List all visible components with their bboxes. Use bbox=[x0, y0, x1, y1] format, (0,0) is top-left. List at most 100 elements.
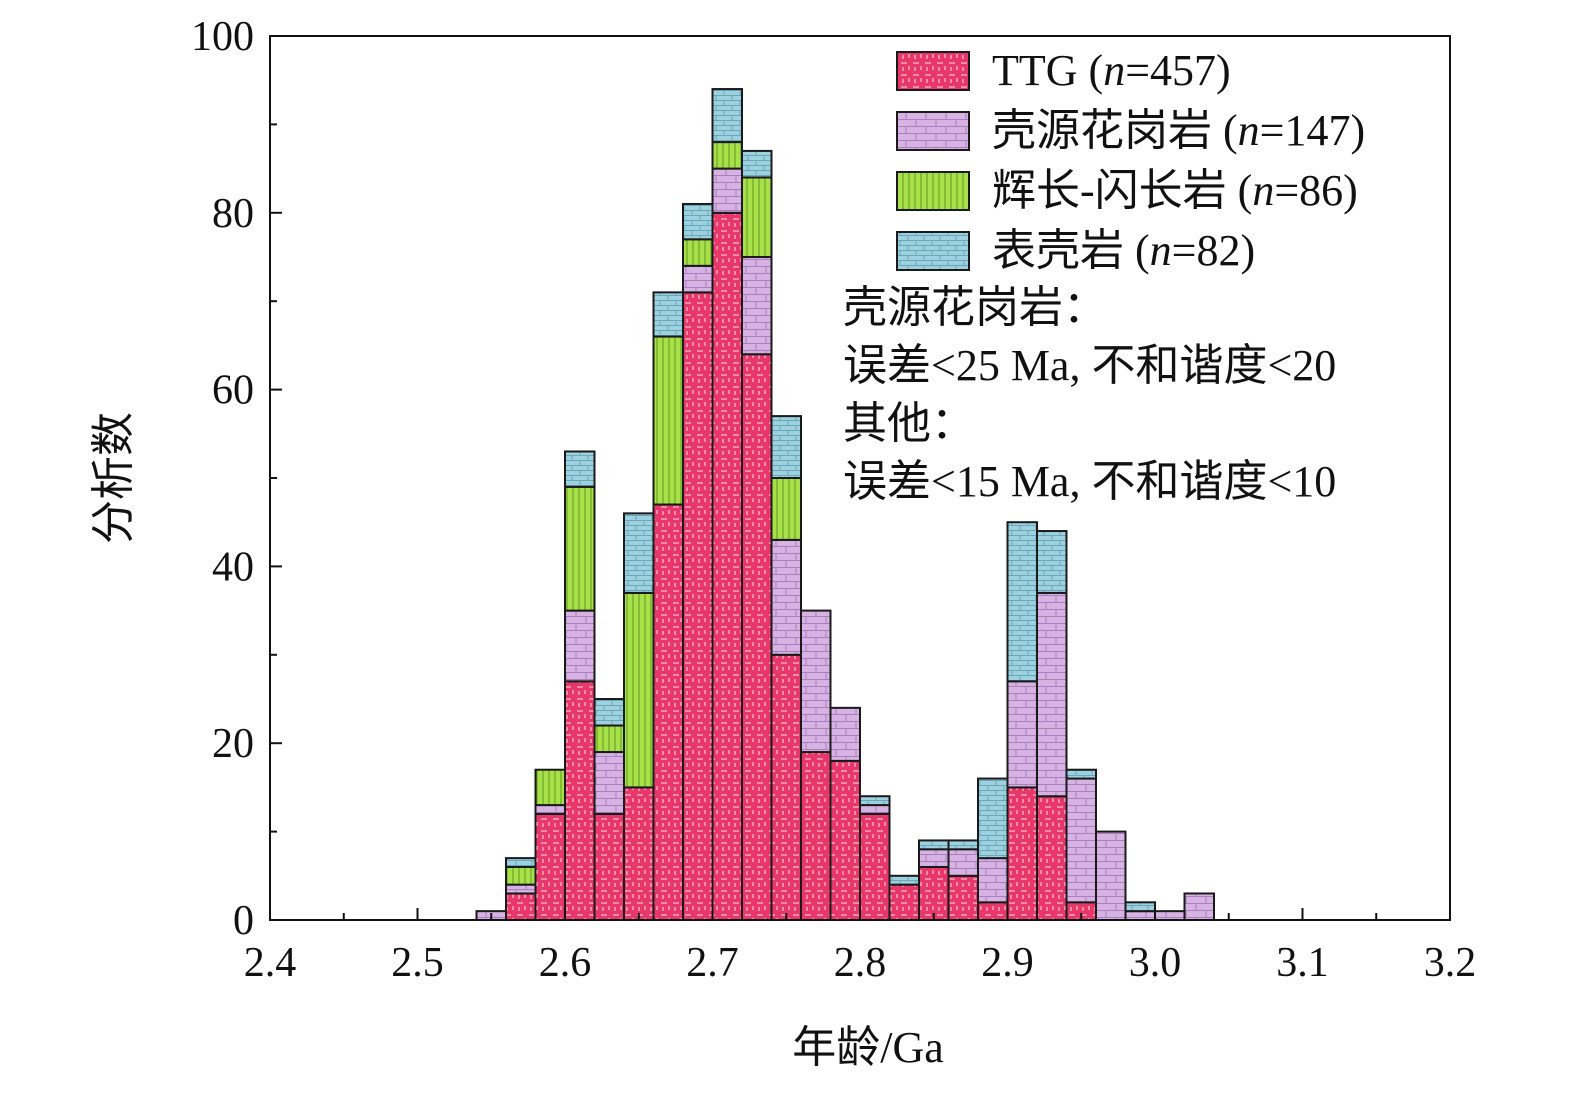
x-tick-label: 3.1 bbox=[1276, 940, 1329, 986]
bar-series3-bin13 bbox=[859, 795, 891, 807]
x-tick-label: 3.0 bbox=[1129, 940, 1182, 986]
bar-series0-bin4 bbox=[593, 812, 625, 921]
annotation-line-0: 壳源花岗岩： bbox=[843, 283, 1107, 332]
y-tick-label: 20 bbox=[212, 721, 254, 767]
bar-series1-bin17 bbox=[977, 857, 1009, 904]
bar-series2-bin7 bbox=[682, 238, 714, 267]
bar-series0-bin11 bbox=[800, 751, 832, 921]
bar-series0-bin6 bbox=[652, 503, 684, 921]
bar-series3-bin18 bbox=[1006, 521, 1038, 683]
bar-series3-bin20 bbox=[1065, 768, 1097, 780]
y-tick-label: 0 bbox=[233, 898, 254, 944]
bar-series0-bin10 bbox=[770, 653, 802, 921]
bar-series0-bin16 bbox=[947, 874, 979, 921]
bar-series3-bin9 bbox=[741, 149, 773, 179]
x-tick-label: 2.9 bbox=[981, 940, 1034, 986]
bar-series0-bin5 bbox=[623, 786, 655, 922]
bar-series0-bin15 bbox=[918, 865, 950, 922]
bar-series1-bin1 bbox=[505, 883, 537, 895]
x-axis: 2.4 2.5 2.6 2.7 2.8 2.9 3.0 3.1 3.2 bbox=[244, 908, 1477, 986]
bar-series1-bin18 bbox=[1006, 680, 1038, 789]
bar-series2-bin1 bbox=[505, 865, 537, 886]
bar-series1-bin9 bbox=[741, 256, 773, 356]
bar-series3-bin15 bbox=[918, 839, 950, 851]
annotation-block: 壳源花岗岩： 误差<25 Ma, 不和谐度<20 其他： 误差<15 Ma, 不和谐度… bbox=[843, 283, 1336, 506]
bar-series0-bin8 bbox=[711, 211, 743, 922]
bar-series0-bin9 bbox=[741, 353, 773, 921]
x-tick-label: 2.7 bbox=[686, 940, 739, 986]
bar-series0-bin13 bbox=[859, 812, 891, 921]
bar-series3-bin22 bbox=[1124, 901, 1156, 913]
bar-series3-bin16 bbox=[947, 839, 979, 851]
bar-series3-bin3 bbox=[564, 450, 596, 488]
bar-series1-bin20 bbox=[1065, 777, 1097, 904]
legend: TTG (n=457) 壳源花岗岩 (n=147) 辉长-闪长岩 (n=86) 表壳岩… bbox=[896, 46, 1365, 275]
bar-series1-bin21 bbox=[1095, 830, 1127, 921]
bar-series1-bin7 bbox=[682, 264, 714, 294]
legend-label-3: 表壳岩 (n=82) bbox=[992, 226, 1255, 275]
bar-series1-bin3 bbox=[564, 609, 596, 683]
bar-series0-bin12 bbox=[829, 759, 861, 921]
bar-series3-bin5 bbox=[623, 512, 655, 594]
bar-series2-bin6 bbox=[652, 335, 684, 506]
bar-series2-bin4 bbox=[593, 724, 625, 754]
annotation-line-1: 误差<25 Ma, 不和谐度<20 bbox=[843, 341, 1336, 390]
bar-series3-bin7 bbox=[682, 202, 714, 241]
bar-series3-bin1 bbox=[505, 857, 537, 868]
y-axis-label: 分析数 bbox=[89, 412, 138, 544]
y-tick-label: 40 bbox=[212, 544, 254, 590]
bar-series0-bin14 bbox=[888, 883, 920, 922]
bar-series3-bin14 bbox=[888, 874, 920, 886]
bar-series3-bin10 bbox=[770, 415, 802, 479]
bar-series3-bin6 bbox=[652, 291, 684, 338]
bar-series1-bin19 bbox=[1036, 591, 1068, 798]
annotation-line-2: 其他： bbox=[843, 399, 975, 448]
bar-series1-bin10 bbox=[770, 538, 802, 656]
bar-series2-bin5 bbox=[623, 591, 655, 789]
bar-series0-bin1 bbox=[505, 892, 537, 921]
bar-series0-bin18 bbox=[1006, 786, 1038, 922]
bar-series0-bin2 bbox=[534, 812, 566, 921]
annotation-line-3: 误差<15 Ma, 不和谐度<10 bbox=[843, 457, 1336, 506]
bar-series1-bin11 bbox=[800, 609, 832, 754]
x-tick-label: 2.6 bbox=[539, 940, 592, 986]
bar-series1-bin23 bbox=[1154, 910, 1186, 921]
legend-swatch-1 bbox=[896, 111, 970, 151]
bar-series1-bin24 bbox=[1183, 892, 1215, 921]
bar-series3-bin4 bbox=[593, 698, 625, 727]
bar-series1-bin4 bbox=[593, 751, 625, 815]
x-tick-label: 3.2 bbox=[1424, 940, 1477, 986]
bar-series0-bin3 bbox=[564, 680, 596, 921]
bar-layer bbox=[475, 88, 1215, 922]
bar-series2-bin3 bbox=[564, 485, 596, 612]
bar-series1-bin22 bbox=[1124, 910, 1156, 921]
x-axis-label: 年龄/Ga bbox=[792, 1023, 944, 1072]
bar-series0-bin17 bbox=[977, 901, 1009, 922]
bar-series0-bin7 bbox=[682, 291, 714, 921]
bar-series2-bin9 bbox=[741, 176, 773, 258]
bar-series1-bin2 bbox=[534, 804, 566, 815]
bar-series1-bin16 bbox=[947, 848, 979, 877]
legend-swatch-3 bbox=[896, 231, 970, 271]
bar-series1-bin15 bbox=[918, 848, 950, 868]
y-tick-label: 60 bbox=[212, 368, 254, 414]
legend-label-0: TTG (n=457) bbox=[992, 46, 1231, 95]
legend-label-2: 辉长-闪长岩 (n=86) bbox=[992, 166, 1358, 215]
bar-series2-bin10 bbox=[770, 477, 802, 541]
bar-series1-bin8 bbox=[711, 167, 743, 214]
bar-series3-bin8 bbox=[711, 88, 743, 144]
bar-series1-bin12 bbox=[829, 706, 861, 762]
bar-series0-bin19 bbox=[1036, 795, 1068, 921]
bar-series2-bin2 bbox=[534, 768, 566, 807]
bar-series3-bin17 bbox=[977, 777, 1009, 860]
x-tick-label: 2.8 bbox=[834, 940, 887, 986]
x-tick-label: 2.4 bbox=[244, 940, 297, 986]
x-tick-label: 2.5 bbox=[391, 940, 444, 986]
legend-label-1: 壳源花岗岩 (n=147) bbox=[992, 106, 1365, 155]
legend-swatch-0 bbox=[896, 51, 970, 91]
bar-series2-bin8 bbox=[711, 141, 743, 170]
y-tick-label: 80 bbox=[212, 191, 254, 237]
y-axis: 0 20 40 60 80 100 bbox=[191, 14, 282, 944]
